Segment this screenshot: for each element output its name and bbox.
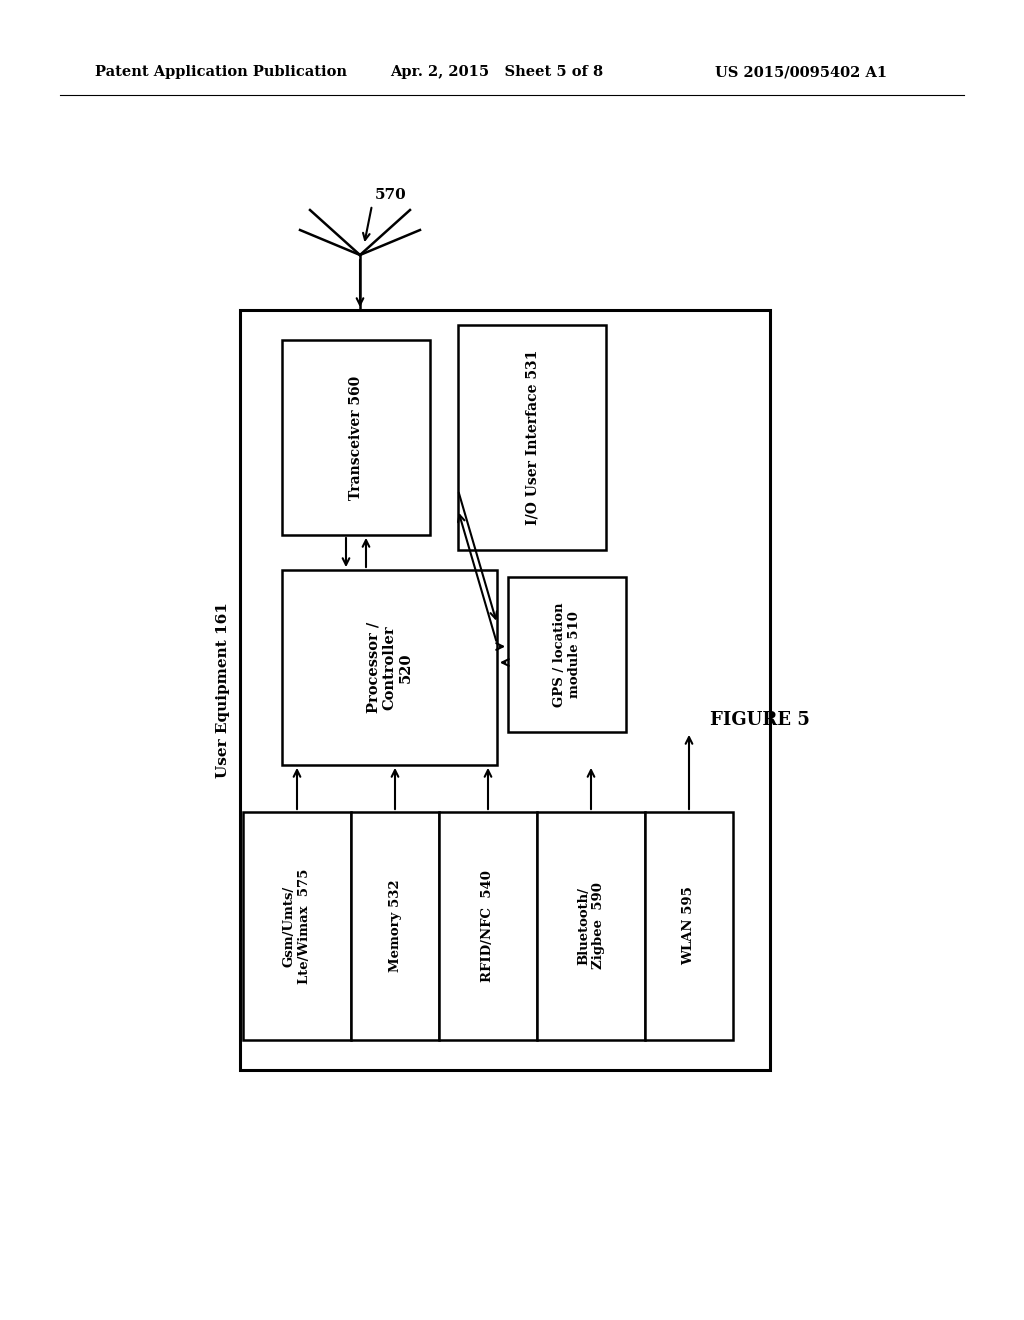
Bar xyxy=(508,577,626,733)
Text: RFID/NFC  540: RFID/NFC 540 xyxy=(481,870,495,982)
Text: Apr. 2, 2015   Sheet 5 of 8: Apr. 2, 2015 Sheet 5 of 8 xyxy=(390,65,603,79)
Text: FIGURE 5: FIGURE 5 xyxy=(710,711,810,729)
Text: Gsm/Umts/
Lte/Wimax  575: Gsm/Umts/ Lte/Wimax 575 xyxy=(283,869,311,983)
Bar xyxy=(282,570,497,766)
Bar xyxy=(458,325,606,550)
Text: WLAN 595: WLAN 595 xyxy=(683,887,695,965)
Bar xyxy=(439,812,537,1040)
Text: US 2015/0095402 A1: US 2015/0095402 A1 xyxy=(715,65,887,79)
Text: Processor /
Controller
520: Processor / Controller 520 xyxy=(367,622,413,713)
Text: 570: 570 xyxy=(375,187,407,202)
Text: Transceiver 560: Transceiver 560 xyxy=(349,375,362,500)
Text: Memory 532: Memory 532 xyxy=(388,879,401,973)
Text: User Equipment 161: User Equipment 161 xyxy=(216,602,230,777)
Text: GPS / location
module 510: GPS / location module 510 xyxy=(553,602,581,706)
Bar xyxy=(240,310,770,1071)
Text: I/O User Interface 531: I/O User Interface 531 xyxy=(525,350,539,525)
Bar xyxy=(537,812,645,1040)
Bar xyxy=(243,812,351,1040)
Bar xyxy=(282,341,430,535)
Text: Bluetooth/
Zigbee  590: Bluetooth/ Zigbee 590 xyxy=(577,883,605,969)
Bar xyxy=(645,812,733,1040)
Bar xyxy=(351,812,439,1040)
Text: Patent Application Publication: Patent Application Publication xyxy=(95,65,347,79)
